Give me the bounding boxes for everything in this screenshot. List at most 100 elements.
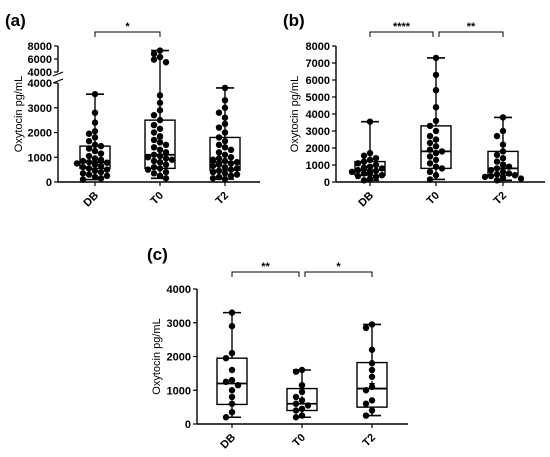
data-point: [162, 168, 170, 176]
significance-label: **: [261, 261, 270, 273]
data-point: [156, 133, 164, 140]
data-point: [162, 141, 170, 149]
data-point: [91, 147, 99, 155]
data-point: [150, 121, 158, 129]
data-point: [362, 387, 370, 394]
data-point: [79, 176, 87, 183]
data-point: [493, 171, 501, 178]
data-point: [85, 152, 93, 160]
data-point: [209, 162, 217, 170]
data-point: [150, 56, 158, 63]
data-point: [362, 324, 370, 332]
data-point: [499, 148, 507, 155]
data-point: [97, 175, 105, 182]
data-point: [91, 141, 99, 149]
data-point: [481, 173, 489, 181]
data-point: [354, 160, 362, 167]
data-point: [156, 146, 164, 154]
data-point: [150, 111, 158, 119]
axis-break-mark: [52, 71, 64, 77]
data-point: [91, 90, 99, 98]
data-point: [505, 170, 513, 177]
y-tick-label: 1000: [306, 160, 330, 172]
data-point: [432, 136, 440, 143]
panel-b: (b) 0 1000 2000 3000 4000 5000 6000 7000 8000 DB T0…: [283, 11, 545, 209]
data-point: [221, 137, 229, 145]
data-point: [438, 148, 446, 155]
y-tick-label: 6000: [306, 75, 330, 87]
significance-label: *: [336, 261, 341, 273]
data-point: [215, 167, 223, 175]
data-point: [368, 366, 376, 374]
y-axis-label: Oxytocin pg/mL: [13, 76, 25, 152]
x-tick-label: T0: [149, 190, 167, 208]
data-point: [228, 366, 236, 374]
data-point: [517, 175, 525, 182]
data-point: [499, 168, 507, 175]
data-point: [168, 156, 176, 163]
data-point: [493, 151, 501, 158]
y-tick-label: 3000: [167, 318, 191, 330]
data-point: [362, 400, 370, 407]
data-point: [228, 322, 236, 330]
data-point: [426, 168, 434, 175]
data-point: [432, 143, 440, 150]
data-point: [215, 149, 223, 156]
data-point: [150, 163, 158, 171]
data-point: [487, 172, 495, 180]
data-point: [292, 368, 300, 375]
data-point: [91, 155, 99, 162]
data-point: [354, 166, 362, 174]
data-point: [85, 171, 93, 178]
data-point: [156, 116, 164, 124]
data-point: [215, 155, 223, 162]
data-point: [499, 155, 507, 162]
data-point: [228, 309, 236, 316]
data-point: [221, 120, 229, 128]
y-tick-label: 1000: [167, 385, 191, 397]
y-tick-label: 0: [46, 177, 52, 189]
data-point: [221, 163, 229, 171]
data-point: [292, 414, 300, 421]
data-point: [360, 164, 368, 171]
data-point: [85, 159, 93, 166]
data-point: [432, 127, 440, 135]
data-point: [79, 157, 87, 165]
data-point: [91, 134, 99, 141]
data-point: [221, 114, 229, 121]
x-tick-label: T2: [214, 190, 232, 208]
data-point: [150, 50, 158, 57]
data-point: [215, 109, 223, 116]
data-point: [209, 168, 217, 176]
data-point: [432, 71, 440, 79]
significance-bracket: [94, 31, 161, 37]
y-tick-label: 8000: [306, 41, 330, 53]
data-point: [162, 175, 170, 182]
data-point: [91, 119, 99, 126]
data-point: [426, 139, 434, 147]
data-point: [103, 172, 111, 180]
data-point: [366, 175, 374, 182]
data-point: [150, 136, 158, 144]
data-point: [426, 122, 434, 130]
data-point: [292, 407, 300, 414]
data-point: [97, 168, 105, 176]
data-point: [372, 173, 380, 181]
data-point: [487, 166, 495, 174]
data-point: [366, 149, 374, 157]
data-point: [156, 159, 164, 166]
y-tick-label: 3000: [306, 126, 330, 138]
data-point: [234, 381, 242, 389]
data-point: [209, 156, 217, 163]
data-point: [505, 163, 513, 170]
data-point: [215, 134, 223, 141]
data-point: [298, 388, 306, 396]
significance-label: *: [125, 21, 130, 33]
data-point: [156, 165, 164, 172]
data-point: [493, 177, 501, 184]
data-point: [91, 167, 99, 175]
data-point: [221, 170, 229, 177]
data-point: [493, 165, 501, 172]
data-point: [85, 165, 93, 172]
